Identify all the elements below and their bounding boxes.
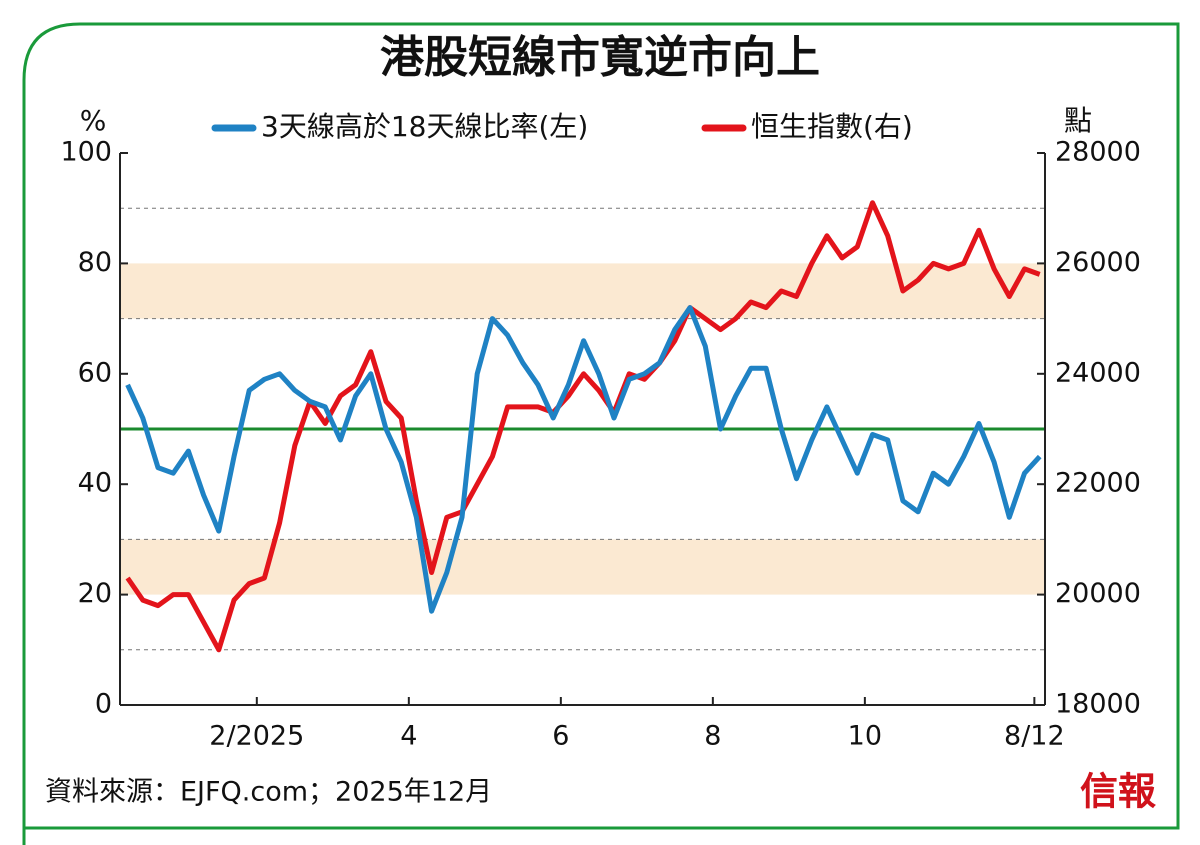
y-tick-label: 40 bbox=[78, 468, 112, 499]
y-tick-label: 20 bbox=[78, 578, 112, 609]
legend-label: 3天線高於18天線比率(左) bbox=[261, 110, 588, 143]
x-tick-label: 2/2025 bbox=[209, 721, 304, 752]
y2-tick-label: 26000 bbox=[1055, 247, 1141, 278]
band bbox=[120, 263, 1045, 319]
y2-tick-label: 18000 bbox=[1055, 689, 1141, 720]
y2-unit: 點 bbox=[1064, 104, 1092, 137]
x-tick-label: 8/12 bbox=[1004, 721, 1065, 752]
source: 資料來源：EJFQ.com；2025年12月 bbox=[45, 777, 492, 808]
x-tick-label: 8 bbox=[704, 721, 721, 752]
y-tick-label: 80 bbox=[78, 247, 112, 278]
logo: 信報 bbox=[1080, 769, 1156, 814]
y2-tick-label: 28000 bbox=[1055, 137, 1141, 168]
band bbox=[120, 539, 1045, 595]
legend-label: 恒生指數(右) bbox=[751, 110, 913, 143]
frame bbox=[22, 22, 1180, 845]
line-series bbox=[125, 200, 1041, 653]
y2-tick-label: 20000 bbox=[1055, 578, 1141, 609]
y2-tick-label: 22000 bbox=[1055, 468, 1141, 499]
y-tick-label: 60 bbox=[78, 357, 112, 388]
y-unit: % bbox=[80, 104, 107, 137]
y-tick-label: 100 bbox=[60, 137, 112, 168]
x-tick-label: 10 bbox=[848, 721, 882, 752]
chart-title: 港股短線市寬逆市向上 bbox=[380, 32, 820, 83]
line-series bbox=[125, 305, 1042, 614]
y2-tick-label: 24000 bbox=[1055, 357, 1141, 388]
x-tick-label: 6 bbox=[552, 721, 569, 752]
y-tick-label: 0 bbox=[95, 689, 112, 720]
x-tick-label: 4 bbox=[400, 721, 417, 752]
